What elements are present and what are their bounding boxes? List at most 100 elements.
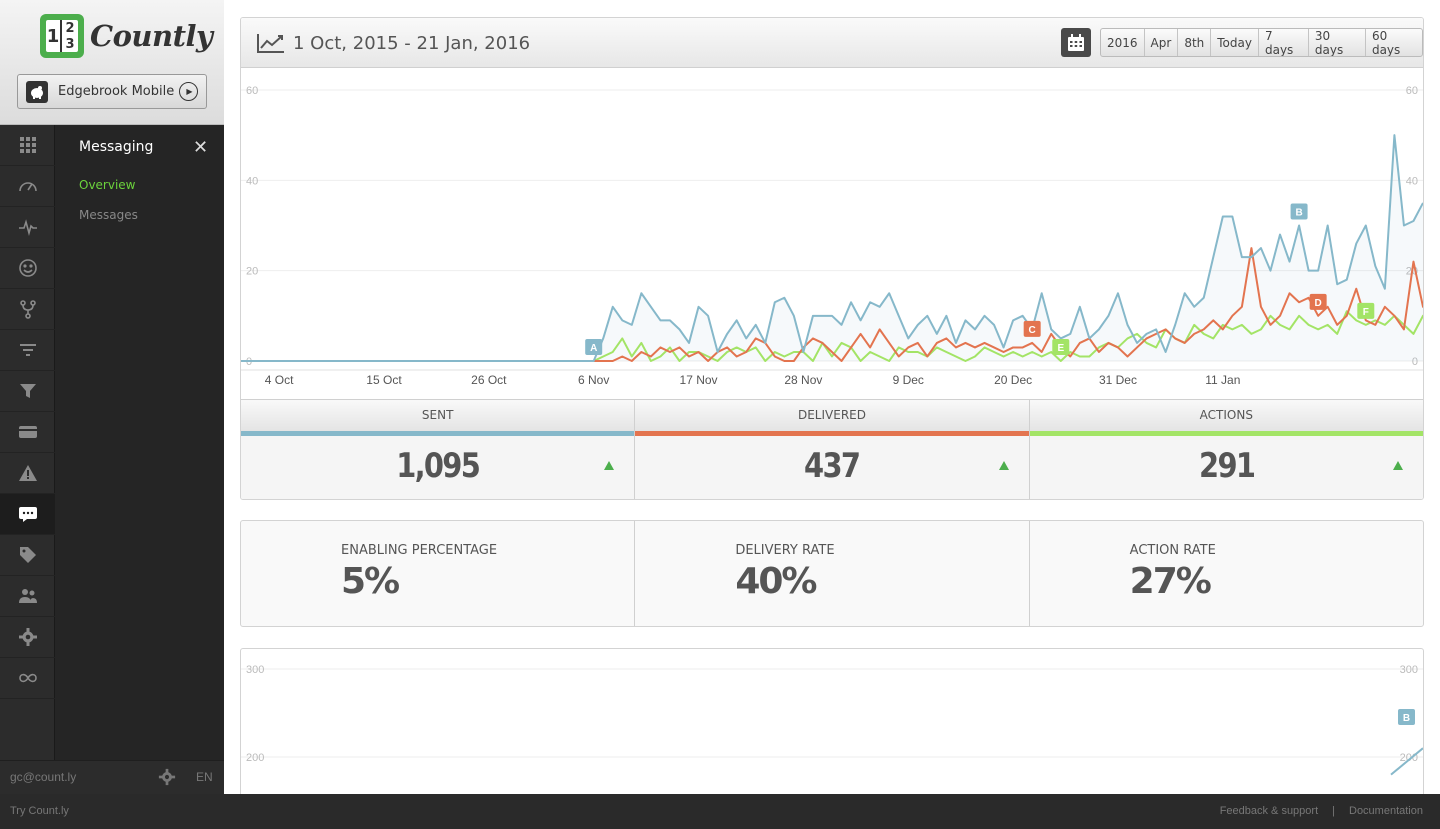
metric-delivered[interactable]: DELIVERED 437 xyxy=(635,400,1030,499)
range-btn-month[interactable]: Apr xyxy=(1145,29,1179,56)
x-tick-label: 11 Jan xyxy=(1205,373,1240,387)
users-icon xyxy=(18,589,37,603)
rail-item-messaging[interactable] xyxy=(0,494,55,535)
logo-area: 1 2 3 Countly Edgebrook Mobile ▶ xyxy=(0,0,224,125)
series-line xyxy=(1390,747,1423,776)
filter-lines-icon xyxy=(19,344,36,356)
rail-item-tags[interactable] xyxy=(0,535,55,576)
annotation-marker-a: A xyxy=(585,339,603,355)
submenu-item-overview[interactable]: Overview xyxy=(79,178,136,192)
x-tick-label: 28 Nov xyxy=(784,373,822,387)
rail-item-revenue[interactable] xyxy=(0,412,55,453)
footer-separator: | xyxy=(1332,805,1335,817)
x-tick-label: 6 Nov xyxy=(578,373,609,387)
submenu-item-messages[interactable]: Messages xyxy=(79,208,138,222)
footer-feedback-link[interactable]: Feedback & support xyxy=(1219,805,1319,817)
metric-color-bar xyxy=(635,431,1029,436)
rate-value: 40% xyxy=(735,561,817,602)
footer-links: Feedback & support | Documentation xyxy=(1220,805,1423,817)
annotation-marker-c: C xyxy=(1023,320,1041,337)
annotation-marker-badge xyxy=(1052,339,1070,355)
footer-try-link[interactable]: Try Count.ly xyxy=(10,805,69,817)
metric-color-bar xyxy=(241,431,635,436)
tag-icon xyxy=(19,547,36,563)
rail-item-users[interactable] xyxy=(0,248,55,289)
rate-value: 27% xyxy=(1129,561,1212,602)
rate-label: ENABLING PERCENTAGE xyxy=(341,543,498,558)
metrics-row: SENT 1,095 DELIVERED 437 ACTIONS 291 xyxy=(241,399,1423,499)
rail-item-filters[interactable] xyxy=(0,330,55,371)
range-btn-7days[interactable]: 7 days xyxy=(1259,29,1309,56)
user-bar: gc@count.ly EN xyxy=(0,760,224,794)
metric-label: ACTIONS xyxy=(1029,400,1423,431)
metric-sent[interactable]: SENT 1,095 xyxy=(241,400,636,499)
metric-label: DELIVERED xyxy=(635,400,1029,431)
credit-card-icon xyxy=(18,426,37,438)
x-tick-label: 20 Dec xyxy=(994,373,1032,387)
gear-icon xyxy=(18,628,37,646)
metric-label: SENT xyxy=(241,400,635,431)
annotation-marker-label: B xyxy=(1295,208,1302,219)
y-tick-label-right: 0 xyxy=(1412,356,1418,368)
metric-value: 1,095 xyxy=(396,446,481,486)
y-tick-label-left: 40 xyxy=(246,175,258,187)
annotation-marker-label: B xyxy=(1403,713,1410,724)
secondary-chart-panel: 200 200 300 300 B xyxy=(240,648,1424,794)
annotation-marker-label: A xyxy=(590,343,597,354)
countly-logo[interactable]: 1 2 3 Countly xyxy=(40,14,213,58)
sidebar: 1 2 3 Countly Edgebrook Mobile ▶ xyxy=(0,0,224,794)
y-tick-label-left: 300 xyxy=(246,664,264,676)
range-btn-today[interactable]: Today xyxy=(1211,29,1259,56)
chat-bubble-icon xyxy=(18,507,37,522)
calendar-button[interactable] xyxy=(1061,28,1091,57)
icon-rail xyxy=(0,125,55,760)
footer: Try Count.ly Feedback & support | Docume… xyxy=(0,794,1440,829)
rail-item-engagement[interactable] xyxy=(0,207,55,248)
range-btn-year[interactable]: 2016 xyxy=(1101,29,1145,56)
brand-name: Countly xyxy=(90,19,213,53)
y-tick-label-left: 200 xyxy=(246,752,264,764)
y-tick-label-left: 20 xyxy=(246,266,258,278)
user-email[interactable]: gc@count.ly xyxy=(10,770,77,784)
app-piggy-icon xyxy=(26,80,48,103)
language-selector[interactable]: EN xyxy=(196,770,213,784)
trend-line-icon xyxy=(257,34,284,53)
main-content: 1 Oct, 2015 - 21 Jan, 2016 2016 Apr 8th … xyxy=(224,0,1440,794)
trend-up-icon xyxy=(998,461,1009,470)
metric-color-bar xyxy=(1029,431,1423,436)
funnel-icon xyxy=(19,384,36,398)
x-tick-label: 31 Dec xyxy=(1099,373,1137,387)
user-settings-gear-icon[interactable] xyxy=(158,768,176,786)
date-range-label[interactable]: 1 Oct, 2015 - 21 Jan, 2016 xyxy=(293,33,531,54)
fork-icon xyxy=(19,300,36,319)
rail-item-integrations[interactable] xyxy=(0,658,55,699)
y-tick-label-right: 300 xyxy=(1400,664,1418,676)
rail-item-analytics[interactable] xyxy=(0,166,55,207)
range-btn-60days[interactable]: 60 days xyxy=(1371,28,1401,57)
footer-docs-link[interactable]: Documentation xyxy=(1349,805,1423,817)
annotation-marker-f: F xyxy=(1357,302,1375,319)
trend-up-icon xyxy=(1392,461,1403,470)
trend-up-icon xyxy=(604,461,615,470)
range-btn-30days[interactable]: 30 days xyxy=(1309,29,1366,56)
y-tick-label-right: 40 xyxy=(1406,175,1418,187)
annotation-marker-badge xyxy=(1357,302,1375,319)
annotation-marker-label: F xyxy=(1363,307,1369,318)
range-btn-day[interactable]: 8th xyxy=(1178,29,1212,56)
y-tick-label-left: 60 xyxy=(246,85,258,97)
close-icon[interactable]: ✕ xyxy=(193,137,209,157)
rail-item-dashboard[interactable] xyxy=(0,125,55,166)
rail-item-flows[interactable] xyxy=(0,289,55,330)
rail-item-crashes[interactable] xyxy=(0,453,55,494)
rail-item-members[interactable] xyxy=(0,576,55,617)
rail-item-settings[interactable] xyxy=(0,617,55,658)
metric-actions[interactable]: ACTIONS 291 xyxy=(1029,400,1423,499)
calendar-icon xyxy=(1068,33,1084,51)
annotation-marker-b: B xyxy=(1398,709,1415,725)
x-tick-label: 26 Oct xyxy=(471,373,507,387)
app-selector-button[interactable]: Edgebrook Mobile ▶ xyxy=(17,74,207,109)
rail-item-funnels[interactable] xyxy=(0,371,55,412)
x-tick-label: 17 Nov xyxy=(680,373,718,387)
